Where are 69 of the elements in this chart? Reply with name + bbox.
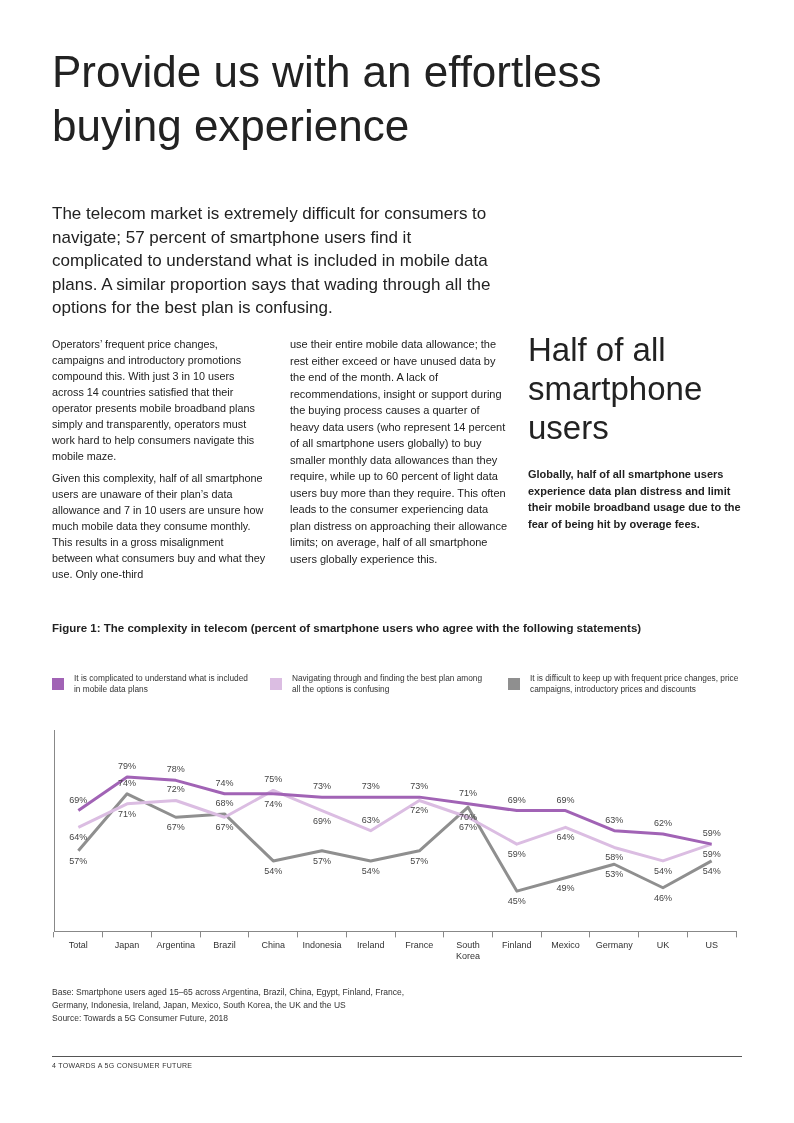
data-label: 63%: [605, 814, 624, 825]
data-label: 75%: [264, 774, 283, 785]
x-tick-label: Indonesia: [302, 940, 342, 951]
data-label: 67%: [459, 822, 478, 833]
legend-label: It is complicated to understand what is included in mobile data plans: [74, 673, 249, 695]
text: use their entire mobile data allowance; the rest either exceed or have unused data by the end of the month. A lack of recommendations, insight or support during the buying process causes a quarter of heavy data users (who represent 14 percent of all smartphone users globally) to buy smaller monthly data allowances than they require, while up to 60 percent of light data users buy more than they require. This often leads to the consumer experiencing data plan distress on approaching their allowance limits; on average, half of all smartphone users globally experience this.: [290, 338, 508, 565]
data-label: 71%: [118, 808, 137, 819]
x-tick-label: Ireland: [356, 940, 385, 951]
data-label: 59%: [507, 849, 526, 860]
data-label: 57%: [312, 855, 331, 866]
data-label: 53%: [605, 869, 624, 880]
data-label: 73%: [312, 781, 331, 792]
data-label: 64%: [69, 832, 88, 843]
data-label: 67%: [166, 822, 185, 833]
data-label: 79%: [118, 760, 137, 771]
data-label: 63%: [361, 814, 380, 825]
data-label: 64%: [556, 832, 575, 843]
data-label: 54%: [264, 865, 283, 876]
data-label: 45%: [507, 896, 526, 907]
legend-label: It is difficult to keep up with frequent price changes, price campaigns, introductory prices and discounts: [530, 673, 740, 695]
data-label: 73%: [410, 781, 429, 792]
data-label: 74%: [215, 777, 234, 788]
data-label: 67%: [215, 822, 234, 833]
data-label: 74%: [264, 798, 283, 809]
data-label: 73%: [361, 781, 380, 792]
caption: Figure 1: The complexity in telecom (percent of smartphone users who agree with the following statements): [52, 622, 643, 634]
x-tick-label: Japan: [114, 940, 140, 951]
data-label: 78%: [166, 764, 185, 775]
data-label: 54%: [653, 865, 672, 876]
x-tick-label: France: [405, 940, 434, 951]
chart-subtitle: The telecom market is extremely difficult for consumers to navigate; 57 percent of smartphone users find it complicated to understand what is included in mobile data plans. A similar proportion says that wading through all the options for the best plan is confusing.: [52, 203, 492, 319]
text: Half of all smartphone users: [528, 330, 704, 447]
data-label: 58%: [605, 852, 624, 863]
data-label: 59%: [702, 828, 721, 839]
x-tick-label: Total: [68, 940, 88, 951]
data-label: 74%: [118, 777, 137, 788]
source-note: Source: Towards a 5G Consumer Future, 2018: [52, 1012, 230, 1025]
text: Base: Smartphone users aged 15–65 across Argentina, Brazil, China, Egypt, Finland, France, Germany, Indonesia, Ireland, Japan, Mexico, South Korea, the UK and the US: [52, 986, 405, 1011]
text: Given this complexity, half of all smartphone users are unaware of their plan’s data allowance and 7 in 10 users are unsure how much mobile data they consume monthly. This results in a gross misalignment between what consumers buy and what they use. Only one-third: [52, 471, 267, 582]
x-tick-label: South Korea: [456, 940, 481, 962]
legend-label: Navigating through and finding the best plan among all the options is confusing: [292, 673, 484, 695]
data-label: 69%: [312, 815, 331, 826]
data-label: 59%: [702, 849, 721, 860]
data-label: 62%: [653, 818, 672, 829]
data-label: 68%: [215, 797, 234, 808]
x-tick-label: Argentina: [156, 940, 196, 951]
x-tick-label: China: [261, 940, 285, 951]
data-label: 71%: [459, 787, 478, 798]
data-label: 69%: [507, 794, 526, 805]
data-label: 72%: [166, 784, 185, 795]
data-label: 70%: [459, 812, 478, 823]
data-label: 57%: [410, 855, 429, 866]
x-tick-label: UK: [656, 940, 670, 951]
data-label: 57%: [69, 855, 88, 866]
text: Globally, half of all smartphone users experience data plan distress and limit their mobile broadband usage due to the fear of being hit by overage fees.: [528, 467, 742, 532]
text: Operators’ frequent price changes, campaigns and introductory promotions compound this. With just 3 in 10 users across 14 countries satisfied that their operator presents mobile broadband plans simply and transparently, operators must work hard to help consumers navigate this mobile maze.: [52, 337, 256, 464]
data-label: 72%: [410, 805, 429, 816]
data-label: 46%: [653, 892, 672, 903]
data-label: 69%: [69, 794, 88, 805]
x-tick-label: Mexico: [551, 940, 580, 951]
chart-title: Provide us with an effortless buying experience: [52, 46, 603, 152]
data-label: 54%: [702, 865, 721, 876]
x-tick-label: Finland: [502, 940, 532, 951]
data-label: 69%: [556, 794, 575, 805]
data-label: 54%: [361, 865, 380, 876]
x-tick-label: Germany: [595, 940, 634, 951]
x-tick-label: US: [705, 940, 718, 951]
x-tick-label: Brazil: [213, 940, 236, 951]
data-label: 49%: [556, 882, 575, 893]
